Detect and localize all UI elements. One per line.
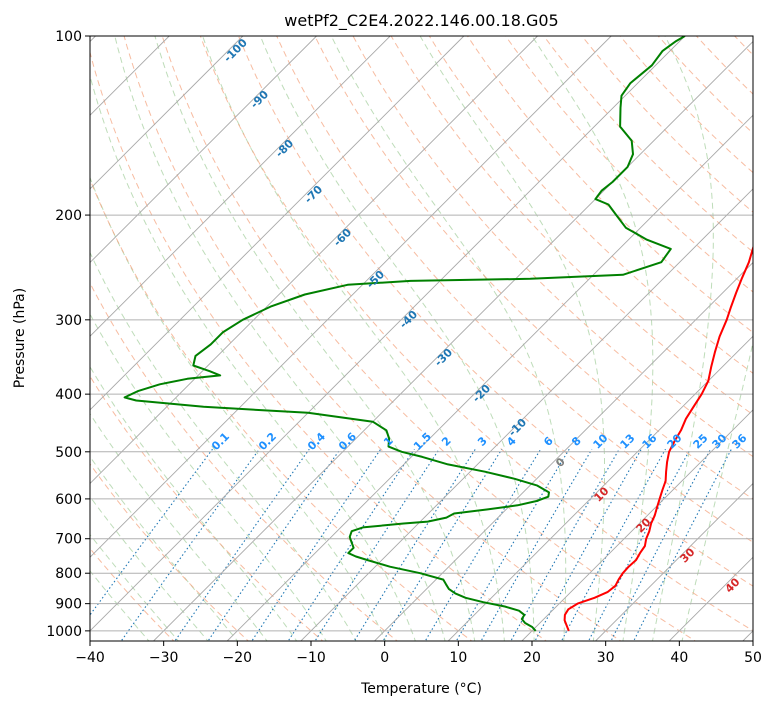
x-tick-label: 10: [449, 650, 467, 666]
y-tick-label: 200: [55, 208, 82, 224]
x-tick-label: 0: [380, 650, 389, 666]
x-tick-label: −10: [296, 650, 326, 666]
x-tick-label: 30: [597, 650, 615, 666]
y-tick-label: 600: [55, 492, 82, 508]
x-tick-label: 50: [744, 650, 762, 666]
x-tick-label: −20: [223, 650, 253, 666]
y-tick-label: 500: [55, 445, 82, 461]
y-tick-label: 900: [55, 597, 82, 613]
x-axis-label: Temperature (°C): [360, 681, 482, 697]
y-tick-label: 1000: [46, 624, 82, 640]
x-tick-label: −30: [149, 650, 179, 666]
chart-title: wetPf2_C2E4.2022.146.00.18.G05: [284, 11, 558, 31]
y-tick-label: 400: [55, 387, 82, 403]
y-tick-label: 800: [55, 566, 82, 582]
y-tick-label: 100: [55, 29, 82, 45]
y-tick-label: 700: [55, 532, 82, 548]
y-axis-label: Pressure (hPa): [12, 288, 28, 388]
x-tick-label: 20: [523, 650, 541, 666]
x-tick-label: −40: [75, 650, 105, 666]
y-tick-label: 300: [55, 313, 82, 329]
x-tick-label: 40: [670, 650, 688, 666]
